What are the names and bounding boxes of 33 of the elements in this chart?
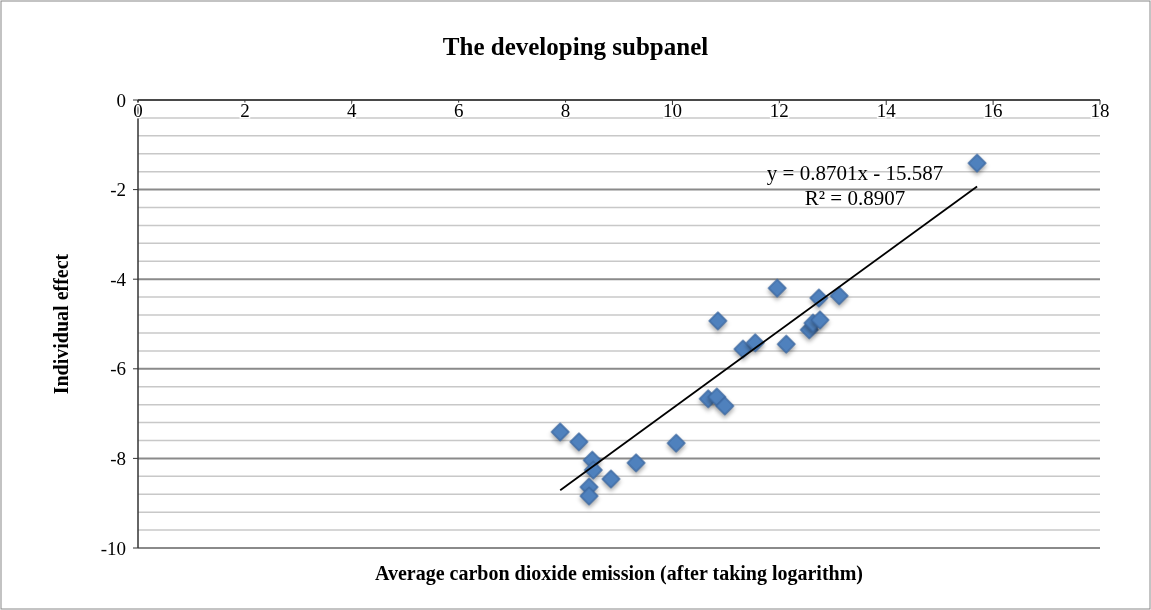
y-tick-label: -10 <box>100 537 126 559</box>
y-tick-label: -4 <box>110 268 127 290</box>
point <box>601 469 621 489</box>
point <box>550 422 570 442</box>
point <box>666 433 686 453</box>
point <box>626 453 646 473</box>
point <box>707 387 727 407</box>
point <box>767 278 787 298</box>
x-tick-label: 12 <box>769 100 789 122</box>
point <box>829 286 849 306</box>
y-tick-label: -8 <box>110 448 126 470</box>
y-tick-label: -6 <box>110 358 126 380</box>
point <box>777 334 796 354</box>
annotation: y = 0.8701x - 15.587 <box>766 161 944 186</box>
chart-title: The developing subpanel <box>442 33 709 60</box>
point <box>708 311 728 331</box>
x-tick-label: 16 <box>983 100 1003 122</box>
x-tick-label: 4 <box>347 100 358 122</box>
x-tick-label: 14 <box>876 100 897 122</box>
y-tick-label: -2 <box>110 179 126 201</box>
x-tick-label: 2 <box>240 100 250 122</box>
point <box>579 486 599 506</box>
point <box>967 153 987 173</box>
annotation: R² = 0.8907 <box>804 186 906 211</box>
point <box>715 396 735 416</box>
x-tick-label: 8 <box>560 100 571 122</box>
y-axis-title: Individual effect <box>50 253 72 395</box>
x-tick-label: 6 <box>453 100 464 122</box>
x-tick-label: 10 <box>662 100 682 122</box>
point <box>569 432 589 452</box>
x-tick-label: 18 <box>1090 100 1110 122</box>
x-axis-title: Average carbon dioxide emission (after taking logarithm) <box>374 562 864 585</box>
point <box>810 310 830 330</box>
